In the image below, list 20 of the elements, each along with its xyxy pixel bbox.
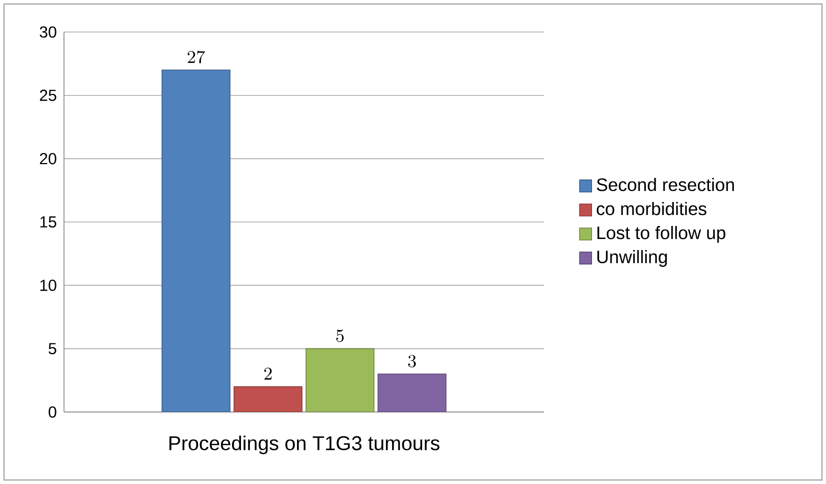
data-label: 27: [188, 50, 205, 64]
y-tick-label: 5: [48, 343, 56, 354]
data-label: 5: [336, 330, 344, 342]
data-label: 2: [264, 368, 272, 380]
bar: [234, 386, 302, 412]
y-tick-label: 25: [40, 90, 56, 101]
bar: [378, 374, 446, 412]
legend-label: Unwilling: [597, 250, 667, 267]
y-tick-label: 30: [40, 26, 56, 38]
y-tick-label: 20: [40, 153, 56, 164]
legend-label: co morbidities: [596, 202, 706, 216]
legend-label: Second resection: [596, 178, 734, 192]
x-tick-label: Proceedings on T1G3 tumours: [169, 436, 440, 454]
y-tick-label: 10: [40, 280, 56, 291]
y-tick-label: 15: [40, 216, 56, 228]
bar: [162, 70, 230, 412]
bar: [306, 348, 374, 412]
y-tick-label: 0: [48, 406, 56, 418]
legend-label: Lost to follow up: [597, 226, 726, 243]
data-label: 3: [408, 354, 416, 368]
